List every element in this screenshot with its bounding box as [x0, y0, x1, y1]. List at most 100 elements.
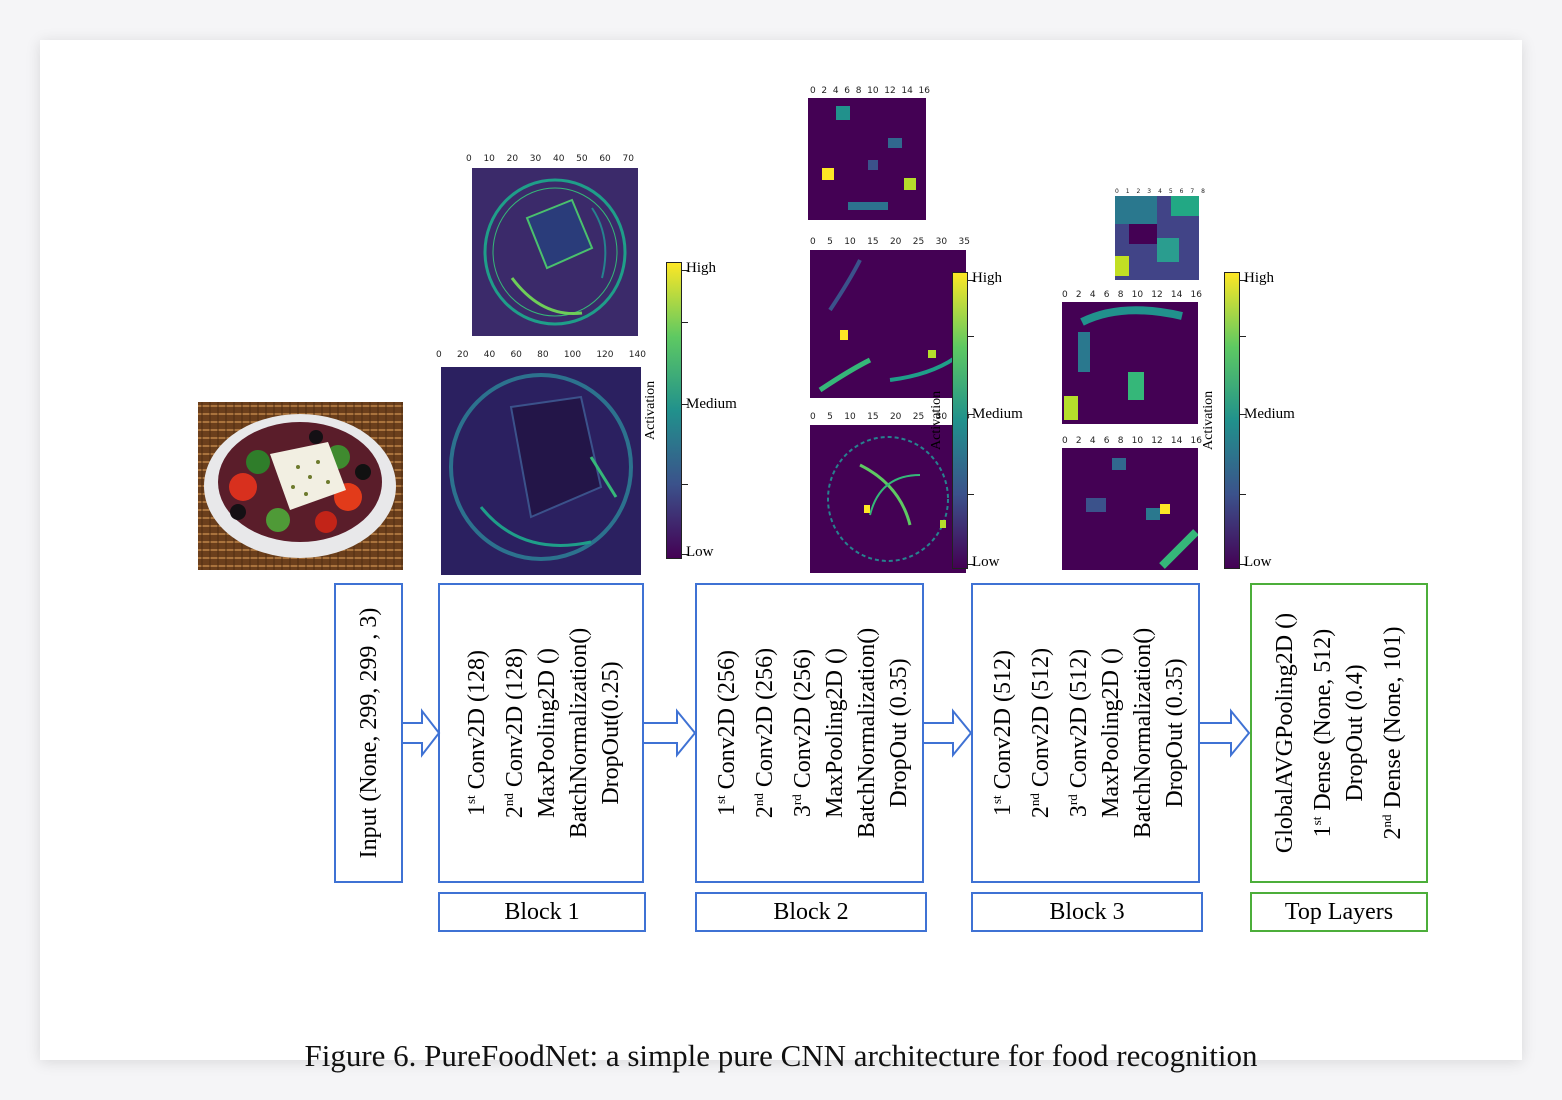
block-1-layer: DropOut(0.25) — [595, 628, 627, 839]
block-1-layer: 2nd Conv2D (128) — [493, 628, 531, 839]
block-2-layer-text: 2 — [751, 806, 778, 819]
input-box: Input (None, 299, 299 , 3) — [334, 583, 403, 883]
tick-label: 50 — [576, 154, 588, 164]
tick-label: 70 — [622, 154, 634, 164]
tick-label: 10 — [483, 154, 495, 164]
top-layers-title: Top Layers — [1250, 892, 1428, 932]
b1-feature-map-small — [472, 168, 638, 336]
b1-large-ticks: 0 20 40 60 80 100 120 140 — [436, 350, 646, 360]
top-layers-layer: GlobalAVGPooling2D () — [1269, 613, 1301, 853]
block-3-layer-text: MaxPooling2D () — [1097, 648, 1124, 818]
b2-small-ticks: 0 2 4 6 8 10 12 14 16 — [810, 86, 930, 96]
arrow-input-to-block1 — [401, 708, 441, 758]
b3-feature-map-large — [1062, 448, 1198, 570]
tick-label: 20 — [457, 350, 469, 360]
tick-label: 10 — [844, 412, 856, 422]
block-3-layer-text: BatchNormalization() — [1129, 627, 1156, 839]
block-2-layer-rest: Conv2D (256) — [789, 648, 816, 795]
block-2-layer: BatchNormalization() — [851, 628, 883, 839]
tick-label: 20 — [889, 237, 902, 247]
b3-large-ticks: 0 2 4 6 8 10 12 14 16 — [1062, 436, 1202, 446]
block-1-layer-rest: Conv2D (128) — [464, 650, 490, 796]
block-1-layer-ordinal: nd — [501, 793, 516, 807]
block-1-title: Block 1 — [438, 892, 646, 932]
tick-label: 2 — [1075, 436, 1082, 446]
top-layers-layer-list: GlobalAVGPooling2D () 1st Dense (None, 51… — [1269, 613, 1409, 853]
block-3-layer-text: DropOut (0.35) — [1161, 658, 1188, 808]
block-2-layer: 2nd Conv2D (256) — [743, 628, 781, 839]
block-3-layer: 2nd Conv2D (512) — [1019, 628, 1057, 839]
block-1-layer: 1st Conv2D (128) — [455, 628, 493, 839]
arrow-block1-to-block2 — [642, 708, 697, 758]
b3-colorbar — [1224, 272, 1240, 569]
block-3-layer-text: 1 — [989, 804, 1016, 816]
tick-label: 120 — [596, 350, 614, 360]
tick-label: 20 — [889, 412, 902, 422]
b1-small-ticks: 0 10 20 30 40 50 60 70 — [466, 154, 634, 164]
tick-label: 30 — [935, 412, 948, 422]
tick-label: 3 — [1147, 188, 1152, 195]
tick-label: 0 — [810, 412, 816, 422]
tick-label: 0 — [1115, 188, 1119, 195]
top-layers-layer-text: 2 — [1380, 827, 1406, 840]
block-1-layer-text: DropOut(0.25) — [598, 661, 624, 805]
block-2-layer-ordinal: st — [712, 795, 728, 804]
block-2-layer-list: 1st Conv2D (256) 2nd Conv2D (256) 3rd Conv… — [705, 628, 915, 839]
b3-colorbar-medium: Medium — [1244, 406, 1295, 422]
tick-label: 6 — [1103, 290, 1110, 300]
tick-label: 80 — [537, 350, 549, 360]
block-3-layer-rest: Conv2D (512) — [1065, 648, 1092, 795]
tick-label: 6 — [844, 86, 850, 96]
tick-label: 10 — [867, 86, 879, 96]
tick-label: 8 — [1117, 290, 1124, 300]
tick-label: 15 — [867, 237, 879, 247]
tick-label: 2 — [1136, 188, 1141, 195]
input-label: Input (None, 299, 299 , 3) — [355, 607, 382, 859]
tick-label: 40 — [552, 154, 565, 164]
tick-label: 10 — [844, 237, 856, 247]
block-3-layer-text: 3 — [1065, 805, 1092, 818]
b3-feature-map-mid — [1062, 302, 1198, 424]
tick-label: 0 — [1062, 436, 1068, 446]
tick-label: 15 — [867, 412, 879, 422]
block-2-box: 1st Conv2D (256) 2nd Conv2D (256) 3rd Conv… — [695, 583, 924, 883]
top-layers-layer-rest: Dense (None, 101) — [1380, 626, 1406, 815]
tick-label: 12 — [884, 86, 896, 96]
block-1-layer-list: 1st Conv2D (128) 2nd Conv2D (128) MaxPooli… — [455, 628, 627, 839]
block-1-layer-ordinal: st — [463, 795, 478, 804]
block-3-title: Block 3 — [971, 892, 1203, 932]
tick-label: 6 — [1179, 188, 1184, 195]
tick-label: 8 — [855, 86, 862, 96]
b3-feature-map-small — [1115, 196, 1199, 280]
block-2-layer: MaxPooling2D () — [819, 628, 851, 839]
tick-label: 12 — [1151, 290, 1163, 300]
figure-caption: Figure 6. PureFoodNet: a simple pure CNN… — [304, 1038, 1258, 1073]
tick-label: 5 — [827, 237, 833, 247]
tick-label: 14 — [1170, 436, 1183, 446]
arrow-block3-to-top — [1198, 708, 1251, 758]
tick-label: 0 — [436, 350, 442, 360]
block-3-layer: MaxPooling2D () — [1095, 628, 1127, 839]
b2-colorbar-medium: Medium — [972, 406, 1023, 422]
tick-label: 16 — [918, 86, 930, 96]
block-2-layer: 3rd Conv2D (256) — [781, 628, 819, 839]
b1-activation-label: Activation — [643, 380, 658, 440]
block-3-layer: BatchNormalization() — [1127, 628, 1159, 839]
block-2-layer-text: DropOut (0.35) — [885, 658, 912, 808]
block-1-layer-text: 1 — [464, 804, 490, 816]
tick-label: 4 — [1089, 436, 1096, 446]
block-1-layer-text: MaxPooling2D () — [534, 648, 560, 818]
block-2-layer-text: BatchNormalization() — [853, 627, 880, 839]
b2-mid-ticks: 0 5 10 15 20 25 30 35 — [810, 237, 970, 247]
block-1-layer: BatchNormalization() — [563, 628, 595, 839]
block-2-layer: 1st Conv2D (256) — [705, 628, 743, 839]
tick-label: 10 — [1131, 290, 1144, 300]
block-2-layer-text: 3 — [789, 805, 816, 818]
tick-label: 20 — [506, 154, 519, 164]
tick-label: 2 — [821, 86, 828, 96]
tick-label: 40 — [483, 350, 496, 360]
tick-label: 4 — [1089, 290, 1096, 300]
b2-colorbar-high: High — [972, 270, 1002, 286]
